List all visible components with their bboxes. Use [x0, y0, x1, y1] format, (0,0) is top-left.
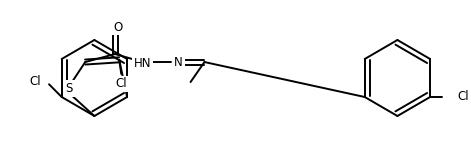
Text: S: S	[65, 82, 73, 95]
Text: Cl: Cl	[457, 90, 469, 103]
Text: Cl: Cl	[30, 75, 41, 88]
Text: HN: HN	[134, 57, 152, 70]
Text: Cl: Cl	[115, 77, 127, 90]
Text: N: N	[174, 56, 183, 69]
Text: O: O	[114, 21, 122, 34]
